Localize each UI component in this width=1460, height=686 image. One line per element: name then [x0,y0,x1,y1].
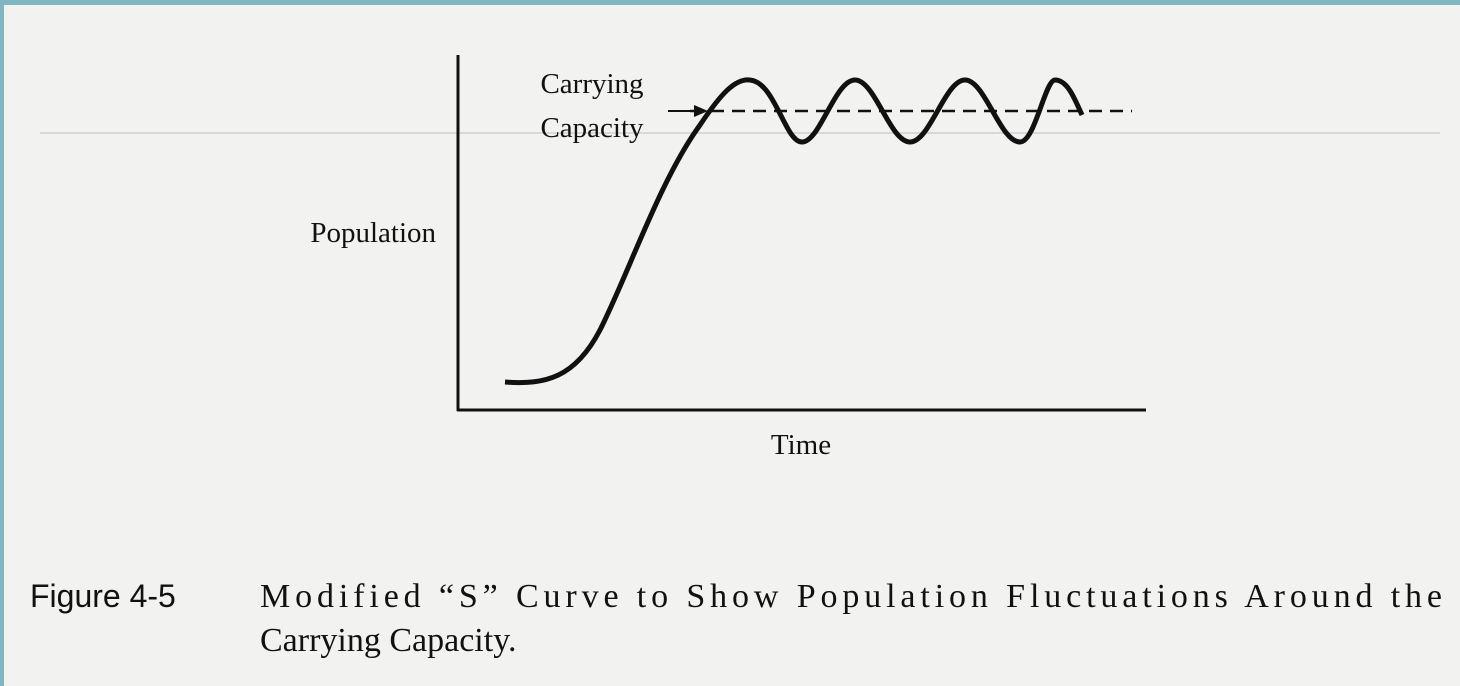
label: Capacity [540,112,644,144]
label: Carrying [540,68,643,100]
population-curve [504,77,1085,386]
y-axis-label: Population [310,217,436,249]
caption-text: Carrying Capacity. [260,622,517,659]
frame-left [0,0,4,686]
arrow-head [694,105,708,117]
frame-top [0,0,1460,5]
x-axis-label: Time [771,429,831,461]
caption-number: Figure 4-5 [30,578,176,614]
